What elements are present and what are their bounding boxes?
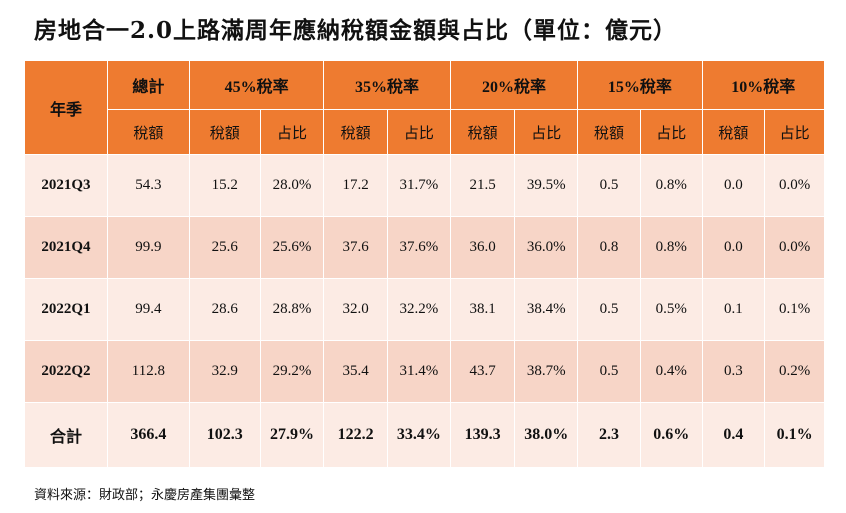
cell-value: 35.4 — [323, 340, 389, 403]
tax-table: 年季 總計 45%稅率 35%稅率 20%稅率 15%稅率 10%稅率 稅額 稅… — [24, 60, 826, 468]
cell-value: 21.5 — [449, 154, 516, 217]
total-value: 33.4% — [387, 402, 451, 468]
header-sub-tax: 稅額 — [701, 109, 766, 155]
row-quarter: 2022Q1 — [24, 278, 108, 341]
table-row: 2022Q2 112.8 32.9 29.2% 35.4 31.4% 43.7 … — [24, 340, 825, 403]
header-group-15: 15%稅率 — [577, 60, 703, 110]
cell-value: 31.7% — [387, 154, 451, 217]
header-sub-tax: 稅額 — [106, 109, 190, 155]
header-season: 年季 — [24, 60, 108, 155]
row-quarter: 2021Q3 — [24, 154, 108, 217]
cell-value: 0.0% — [764, 216, 825, 279]
header-sub-share: 占比 — [387, 109, 451, 155]
cell-value: 0.0 — [701, 154, 766, 217]
table-row: 2021Q3 54.3 15.2 28.0% 17.2 31.7% 21.5 3… — [24, 154, 825, 217]
header-row-sub: 稅額 稅額 占比 稅額 占比 稅額 占比 稅額 占比 稅額 占比 — [25, 109, 825, 155]
cell-value: 0.8 — [577, 216, 641, 279]
source-note: 資料來源：財政部；永慶房產集團彙整 — [34, 488, 256, 503]
cell-value: 99.4 — [106, 278, 190, 341]
cell-value: 0.8% — [639, 154, 703, 217]
header-row-groups: 年季 總計 45%稅率 35%稅率 20%稅率 15%稅率 10%稅率 — [24, 60, 826, 155]
cell-value: 112.8 — [106, 340, 190, 403]
cell-value: 31.4% — [387, 340, 451, 403]
total-value: 27.9% — [259, 402, 325, 468]
header-sub-tax: 稅額 — [188, 109, 261, 155]
total-value: 122.2 — [323, 402, 389, 468]
header-sub-share: 占比 — [764, 109, 825, 155]
header-sub-share: 占比 — [639, 109, 703, 155]
cell-value: 0.1% — [764, 278, 825, 341]
row-quarter: 2021Q4 — [24, 216, 108, 279]
cell-value: 32.2% — [387, 278, 451, 341]
cell-value: 17.2 — [323, 154, 389, 217]
header-group-35: 35%稅率 — [323, 60, 451, 110]
cell-value: 38.1 — [449, 278, 516, 341]
cell-value: 38.7% — [514, 340, 579, 403]
header-sub-tax: 稅額 — [577, 109, 641, 155]
cell-value: 54.3 — [106, 154, 190, 217]
cell-value: 37.6 — [323, 216, 389, 279]
header-group-45: 45%稅率 — [188, 60, 325, 110]
cell-value: 28.6 — [188, 278, 261, 341]
cell-value: 37.6% — [387, 216, 451, 279]
cell-value: 29.2% — [259, 340, 325, 403]
cell-value: 0.0% — [764, 154, 825, 217]
table-row: 2021Q4 99.9 25.6 25.6% 37.6 37.6% 36.0 3… — [24, 216, 825, 279]
total-label: 合計 — [24, 402, 108, 468]
cell-value: 0.5 — [577, 154, 641, 217]
cell-value: 28.8% — [259, 278, 325, 341]
cell-value: 0.1 — [701, 278, 766, 341]
header-group-20: 20%稅率 — [449, 60, 579, 110]
total-row: 合計 366.4 102.3 27.9% 122.2 33.4% 139.3 3… — [24, 402, 825, 468]
header-sub-share: 占比 — [514, 109, 579, 155]
cell-value: 39.5% — [514, 154, 579, 217]
total-value: 0.4 — [701, 402, 766, 468]
page-title: 房地合一2.0上路滿周年應納稅額金額與占比（單位：億元） — [34, 17, 678, 44]
row-quarter: 2022Q2 — [24, 340, 108, 403]
cell-value: 25.6 — [188, 216, 261, 279]
cell-value: 0.8% — [639, 216, 703, 279]
cell-value: 25.6% — [259, 216, 325, 279]
total-value: 139.3 — [449, 402, 516, 468]
total-value: 0.1% — [764, 402, 825, 468]
cell-value: 0.0 — [701, 216, 766, 279]
total-value: 0.6% — [639, 402, 703, 468]
cell-value: 38.4% — [514, 278, 579, 341]
header-sub-tax: 稅額 — [449, 109, 516, 155]
cell-value: 32.9 — [188, 340, 261, 403]
header-group-total: 總計 — [106, 60, 190, 110]
cell-value: 15.2 — [188, 154, 261, 217]
cell-value: 0.3 — [701, 340, 766, 403]
cell-value: 0.5 — [577, 278, 641, 341]
header-group-10: 10%稅率 — [701, 60, 826, 110]
total-value: 102.3 — [188, 402, 261, 468]
cell-value: 99.9 — [106, 216, 190, 279]
cell-value: 36.0 — [449, 216, 516, 279]
cell-value: 0.2% — [764, 340, 825, 403]
total-value: 38.0% — [514, 402, 579, 468]
table-row: 2022Q1 99.4 28.6 28.8% 32.0 32.2% 38.1 3… — [24, 278, 825, 341]
cell-value: 0.5 — [577, 340, 641, 403]
header-sub-share: 占比 — [259, 109, 325, 155]
header-sub-tax: 稅額 — [323, 109, 389, 155]
cell-value: 32.0 — [323, 278, 389, 341]
cell-value: 28.0% — [259, 154, 325, 217]
cell-value: 36.0% — [514, 216, 579, 279]
cell-value: 43.7 — [449, 340, 516, 403]
cell-value: 0.4% — [639, 340, 703, 403]
total-value: 2.3 — [577, 402, 641, 468]
total-value: 366.4 — [106, 402, 190, 468]
cell-value: 0.5% — [639, 278, 703, 341]
